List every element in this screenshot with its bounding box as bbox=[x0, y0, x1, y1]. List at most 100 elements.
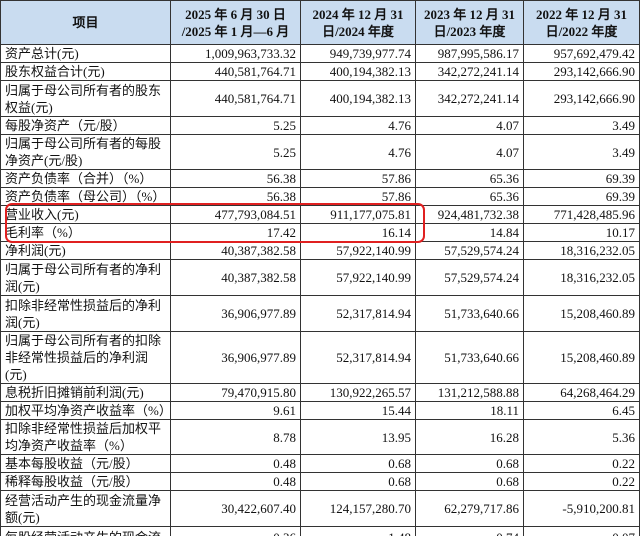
value-cell: 130,922,265.57 bbox=[300, 383, 416, 402]
value-cell: 52,317,814.94 bbox=[300, 295, 416, 332]
header-cell: 项目 bbox=[0, 0, 171, 45]
value-cell: 56.38 bbox=[170, 169, 301, 188]
label-cell: 资产总计(元) bbox=[0, 44, 171, 63]
value-cell: 18,316,232.05 bbox=[523, 241, 640, 260]
value-cell: 924,481,732.38 bbox=[415, 205, 524, 224]
label-cell: 归属于母公司所有者的每股净资产(元/股) bbox=[0, 134, 171, 170]
value-cell: 40,387,382.58 bbox=[170, 259, 301, 296]
value-cell: 0.68 bbox=[415, 454, 524, 473]
header-text: 项目 bbox=[72, 15, 99, 30]
table-row: 归属于母公司所有者的扣除非经常性损益后的净利润(元) 36,906,977.89 5… bbox=[0, 331, 640, 384]
header-text: /2025 年 1 月—6 月 bbox=[181, 23, 290, 39]
value-cell: 5.25 bbox=[170, 116, 301, 135]
value-cell: 4.76 bbox=[300, 116, 416, 135]
value-cell: 15,208,460.89 bbox=[523, 295, 640, 332]
table-row: 股东权益合计(元) 440,581,764.71 400,194,382.13 342… bbox=[0, 62, 640, 81]
value-cell: 0.36 bbox=[170, 526, 301, 536]
value-cell: 5.25 bbox=[170, 134, 301, 170]
table-row: 归属于母公司所有者的股东权益(元) 440,581,764.71 400,194,3… bbox=[0, 80, 640, 117]
label-cell: 股东权益合计(元) bbox=[0, 62, 171, 81]
table-row: 加权平均净资产收益率（%） 9.61 15.44 18.11 6.45 bbox=[0, 401, 640, 420]
value-cell: 69.39 bbox=[523, 169, 640, 188]
value-cell: 949,739,977.74 bbox=[300, 44, 416, 63]
value-cell: 0.22 bbox=[523, 454, 640, 473]
value-cell: 69.39 bbox=[523, 187, 640, 206]
value-cell: 0.48 bbox=[170, 454, 301, 473]
value-cell: 36,906,977.89 bbox=[170, 331, 301, 384]
header-cell: 2022 年 12 月 31 日/2022 年度 bbox=[523, 0, 640, 45]
value-cell: 10.17 bbox=[523, 223, 640, 242]
value-cell: 16.14 bbox=[300, 223, 416, 242]
header-text: 2025 年 6 月 30 日 bbox=[185, 6, 286, 22]
value-cell: 342,272,241.14 bbox=[415, 62, 524, 81]
value-cell: 342,272,241.14 bbox=[415, 80, 524, 117]
table-row: 基本每股收益（元/股） 0.48 0.68 0.68 0.22 bbox=[0, 454, 640, 473]
value-cell: 124,157,280.70 bbox=[300, 490, 416, 527]
value-cell: 0.48 bbox=[170, 472, 301, 491]
value-cell: 3.49 bbox=[523, 116, 640, 135]
value-cell: 52,317,814.94 bbox=[300, 331, 416, 384]
table-row: 稀释每股收益（元/股） 0.48 0.68 0.68 0.22 bbox=[0, 472, 640, 491]
label-cell: 基本每股收益（元/股） bbox=[0, 454, 171, 473]
header-cell: 2025 年 6 月 30 日/2025 年 1 月—6 月 bbox=[170, 0, 301, 45]
header-text: 日/2022 年度 bbox=[545, 23, 618, 39]
table-row: 毛利率（%） 17.42 16.14 14.84 10.17 bbox=[0, 223, 640, 242]
table-body: 资产总计(元) 1,009,963,733.32 949,739,977.74 987… bbox=[0, 44, 640, 536]
header-text: 日/2024 年度 bbox=[322, 23, 394, 39]
label-cell: 归属于母公司所有者的净利润(元) bbox=[0, 259, 171, 296]
value-cell: 57,529,574.24 bbox=[415, 259, 524, 296]
value-cell: 8.78 bbox=[170, 419, 301, 455]
value-cell: 57,922,140.99 bbox=[300, 241, 416, 260]
table-row: 扣除非经常性损益后加权平均净资产收益率（%） 8.78 13.95 16.28 5.36 bbox=[0, 419, 640, 455]
header-text: 2022 年 12 月 31 bbox=[535, 6, 627, 22]
value-cell: 13.95 bbox=[300, 419, 416, 455]
value-cell: 36,906,977.89 bbox=[170, 295, 301, 332]
label-cell: 资产负债率（合并）（%） bbox=[0, 169, 171, 188]
value-cell: 18.11 bbox=[415, 401, 524, 420]
value-cell: 0.68 bbox=[415, 472, 524, 491]
value-cell: 4.07 bbox=[415, 134, 524, 170]
header-text: 日/2023 年度 bbox=[433, 23, 506, 39]
value-cell: 0.22 bbox=[523, 472, 640, 491]
value-cell: 293,142,666.90 bbox=[523, 80, 640, 117]
label-cell: 归属于母公司所有者的股东权益(元) bbox=[0, 80, 171, 117]
table-row: 息税折旧摊销前利润(元) 79,470,915.80 130,922,265.57 1… bbox=[0, 383, 640, 402]
header-row: 项目 2025 年 6 月 30 日/2025 年 1 月—6 月 2024 年 1… bbox=[0, 0, 640, 45]
value-cell: 4.07 bbox=[415, 116, 524, 135]
header-text: 2023 年 12 月 31 bbox=[423, 6, 515, 22]
value-cell: 64,268,464.29 bbox=[523, 383, 640, 402]
value-cell: 18,316,232.05 bbox=[523, 259, 640, 296]
label-cell: 扣除非经常性损益后加权平均净资产收益率（%） bbox=[0, 419, 171, 455]
value-cell: 30,422,607.40 bbox=[170, 490, 301, 527]
header-cell: 2024 年 12 月 31 日/2024 年度 bbox=[300, 0, 416, 45]
table-row: 每股净资产（元/股） 5.25 4.76 4.07 3.49 bbox=[0, 116, 640, 135]
value-cell: -0.07 bbox=[523, 526, 640, 536]
value-cell: 4.76 bbox=[300, 134, 416, 170]
value-cell: 400,194,382.13 bbox=[300, 62, 416, 81]
value-cell: 987,995,586.17 bbox=[415, 44, 524, 63]
value-cell: 1,009,963,733.32 bbox=[170, 44, 301, 63]
value-cell: 1.48 bbox=[300, 526, 416, 536]
value-cell: 65.36 bbox=[415, 187, 524, 206]
label-cell: 每股经营活动产生的现金流 bbox=[0, 526, 171, 536]
header-text: 2024 年 12 月 31 bbox=[312, 6, 404, 22]
value-cell: 16.28 bbox=[415, 419, 524, 455]
header-cell: 2023 年 12 月 31 日/2023 年度 bbox=[415, 0, 524, 45]
value-cell: 65.36 bbox=[415, 169, 524, 188]
table-row: 经营活动产生的现金流量净额(元) 30,422,607.40 124,157,280… bbox=[0, 490, 640, 527]
value-cell: 57,529,574.24 bbox=[415, 241, 524, 260]
value-cell: 131,212,588.88 bbox=[415, 383, 524, 402]
value-cell: 400,194,382.13 bbox=[300, 80, 416, 117]
label-cell: 扣除非经常性损益后的净利润(元) bbox=[0, 295, 171, 332]
value-cell: 293,142,666.90 bbox=[523, 62, 640, 81]
value-cell: 0.74 bbox=[415, 526, 524, 536]
label-cell: 经营活动产生的现金流量净额(元) bbox=[0, 490, 171, 527]
value-cell: 51,733,640.66 bbox=[415, 295, 524, 332]
value-cell: 79,470,915.80 bbox=[170, 383, 301, 402]
value-cell: 440,581,764.71 bbox=[170, 62, 301, 81]
value-cell: 51,733,640.66 bbox=[415, 331, 524, 384]
label-cell: 稀释每股收益（元/股） bbox=[0, 472, 171, 491]
value-cell: 14.84 bbox=[415, 223, 524, 242]
